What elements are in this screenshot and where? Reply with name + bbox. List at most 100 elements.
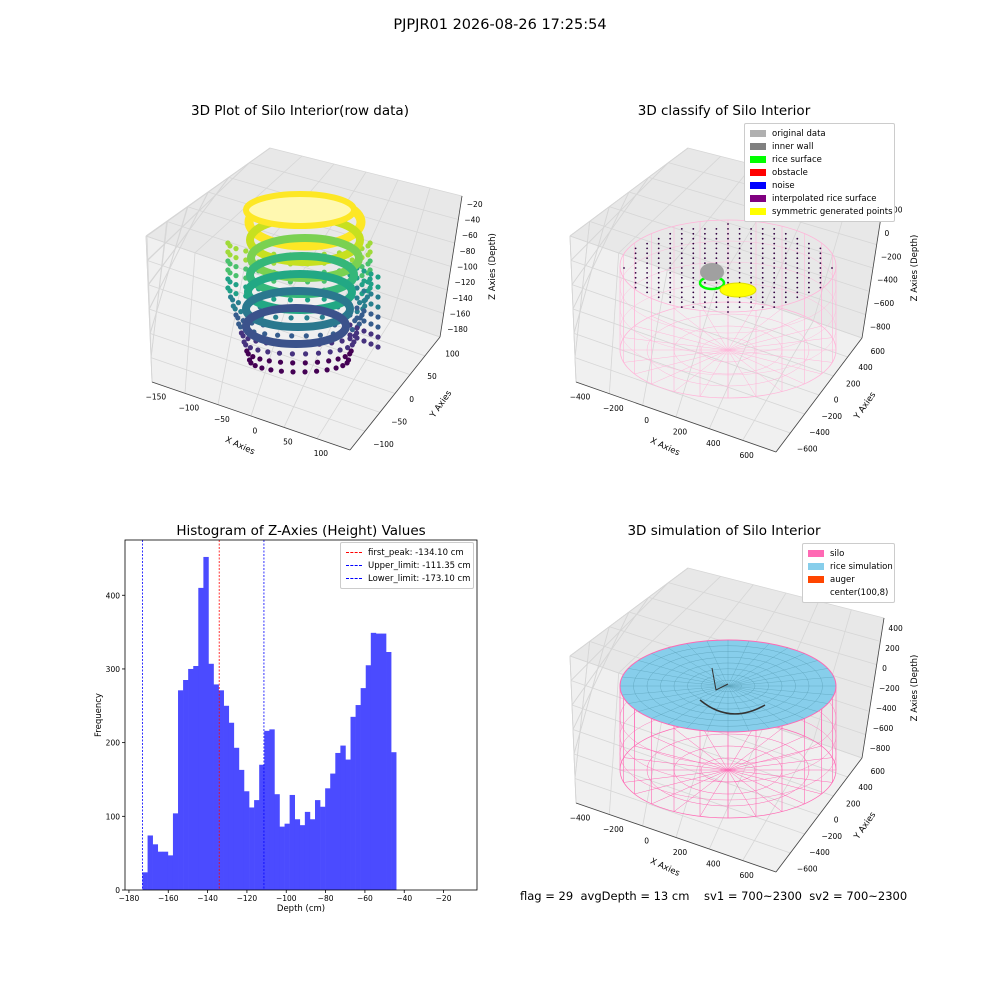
legend-swatch xyxy=(750,182,766,189)
data-point xyxy=(646,291,648,294)
data-point xyxy=(375,284,381,290)
data-point xyxy=(796,281,799,284)
x-tick-label: −100 xyxy=(179,404,200,413)
data-point xyxy=(761,291,764,294)
z-tick-label: −140 xyxy=(452,294,473,303)
data-point xyxy=(727,257,729,260)
data-point xyxy=(230,303,236,309)
data-point xyxy=(761,267,764,269)
data-point xyxy=(704,242,706,245)
data-point xyxy=(796,262,799,264)
data-point xyxy=(773,281,776,284)
z-tick-label: −160 xyxy=(450,310,471,319)
data-point xyxy=(784,237,787,240)
x-tick-label: −400 xyxy=(570,393,591,402)
histogram-bar xyxy=(365,665,372,890)
data-point xyxy=(796,286,799,289)
data-point xyxy=(669,276,672,279)
y-tick-label: 0 xyxy=(834,396,839,405)
data-point xyxy=(761,286,764,289)
grid-line xyxy=(145,235,441,338)
data-point xyxy=(246,357,253,363)
grid-line xyxy=(269,147,463,197)
data-point xyxy=(773,296,776,299)
data-point xyxy=(305,297,311,303)
data-point xyxy=(750,237,752,240)
data-point xyxy=(727,252,729,255)
mesh-spoke xyxy=(638,660,729,687)
data-point xyxy=(335,356,341,362)
data-point xyxy=(354,295,360,301)
x-tick-label: −50 xyxy=(214,415,230,424)
histogram-bar xyxy=(304,811,311,890)
data-point xyxy=(761,252,764,255)
data-point xyxy=(692,247,695,250)
data-point xyxy=(761,272,764,274)
data-point xyxy=(669,286,672,289)
data-point xyxy=(680,247,683,250)
data-point xyxy=(796,257,799,260)
data-point xyxy=(750,281,752,284)
data-point xyxy=(727,267,729,269)
data-point xyxy=(315,350,322,356)
x-tick-label: 400 xyxy=(706,859,721,868)
data-point xyxy=(669,237,672,240)
data-point xyxy=(368,311,374,317)
data-point xyxy=(715,237,718,240)
data-point xyxy=(761,306,764,308)
legend-line xyxy=(346,552,362,553)
data-point xyxy=(228,294,234,300)
data-point xyxy=(750,252,752,255)
legend-swatch xyxy=(750,208,766,215)
mesh-spoke xyxy=(727,685,750,732)
data-point xyxy=(288,315,294,321)
data-point xyxy=(634,272,637,274)
data-point xyxy=(704,237,706,240)
figure-title: PJPJR01 2026-08-26 17:25:54 xyxy=(393,17,607,33)
data-point xyxy=(319,314,325,320)
data-point xyxy=(368,281,374,287)
data-point xyxy=(344,360,350,366)
z-tick-label: −400 xyxy=(876,704,897,713)
x-tick-label: 600 xyxy=(740,451,755,460)
y-tick-label: −50 xyxy=(391,417,407,426)
data-point xyxy=(808,272,810,274)
point-cloud xyxy=(225,191,381,375)
z-tick-label: 400 xyxy=(888,624,903,633)
histogram-bar xyxy=(355,705,361,890)
data-point xyxy=(738,228,741,230)
data-point xyxy=(317,332,323,338)
data-point xyxy=(773,257,776,260)
z-tick-label: −800 xyxy=(870,322,891,331)
data-point xyxy=(819,286,822,289)
x-tick-label: −400 xyxy=(570,813,591,822)
data-point xyxy=(290,369,296,375)
histogram-bar xyxy=(284,823,290,890)
z-axis-label: Z Axies (Depth) xyxy=(910,655,920,722)
z-tick-label: −600 xyxy=(874,299,895,308)
data-point xyxy=(680,262,683,264)
legend-item: center(100,8) xyxy=(808,586,889,599)
data-point xyxy=(692,281,695,284)
y-tick-label: 0 xyxy=(834,816,839,825)
data-point xyxy=(773,276,776,279)
legend-item: inner wall xyxy=(750,140,889,153)
data-point xyxy=(333,365,339,371)
data-point xyxy=(657,252,660,255)
data-point xyxy=(750,276,752,279)
legend-item: rice surface xyxy=(750,153,889,166)
data-point xyxy=(727,296,729,299)
z-tick-label: 200 xyxy=(885,644,900,653)
data-point xyxy=(347,332,353,338)
data-point xyxy=(257,356,263,362)
data-point xyxy=(738,237,741,240)
grid-line xyxy=(668,582,881,642)
data-point xyxy=(324,367,330,373)
data-point xyxy=(727,262,729,264)
data-point xyxy=(738,272,741,274)
histogram-bar xyxy=(259,764,265,890)
x-tick-label: 0 xyxy=(253,426,258,435)
data-point xyxy=(357,300,363,306)
data-point xyxy=(327,349,333,355)
data-point xyxy=(727,272,729,274)
